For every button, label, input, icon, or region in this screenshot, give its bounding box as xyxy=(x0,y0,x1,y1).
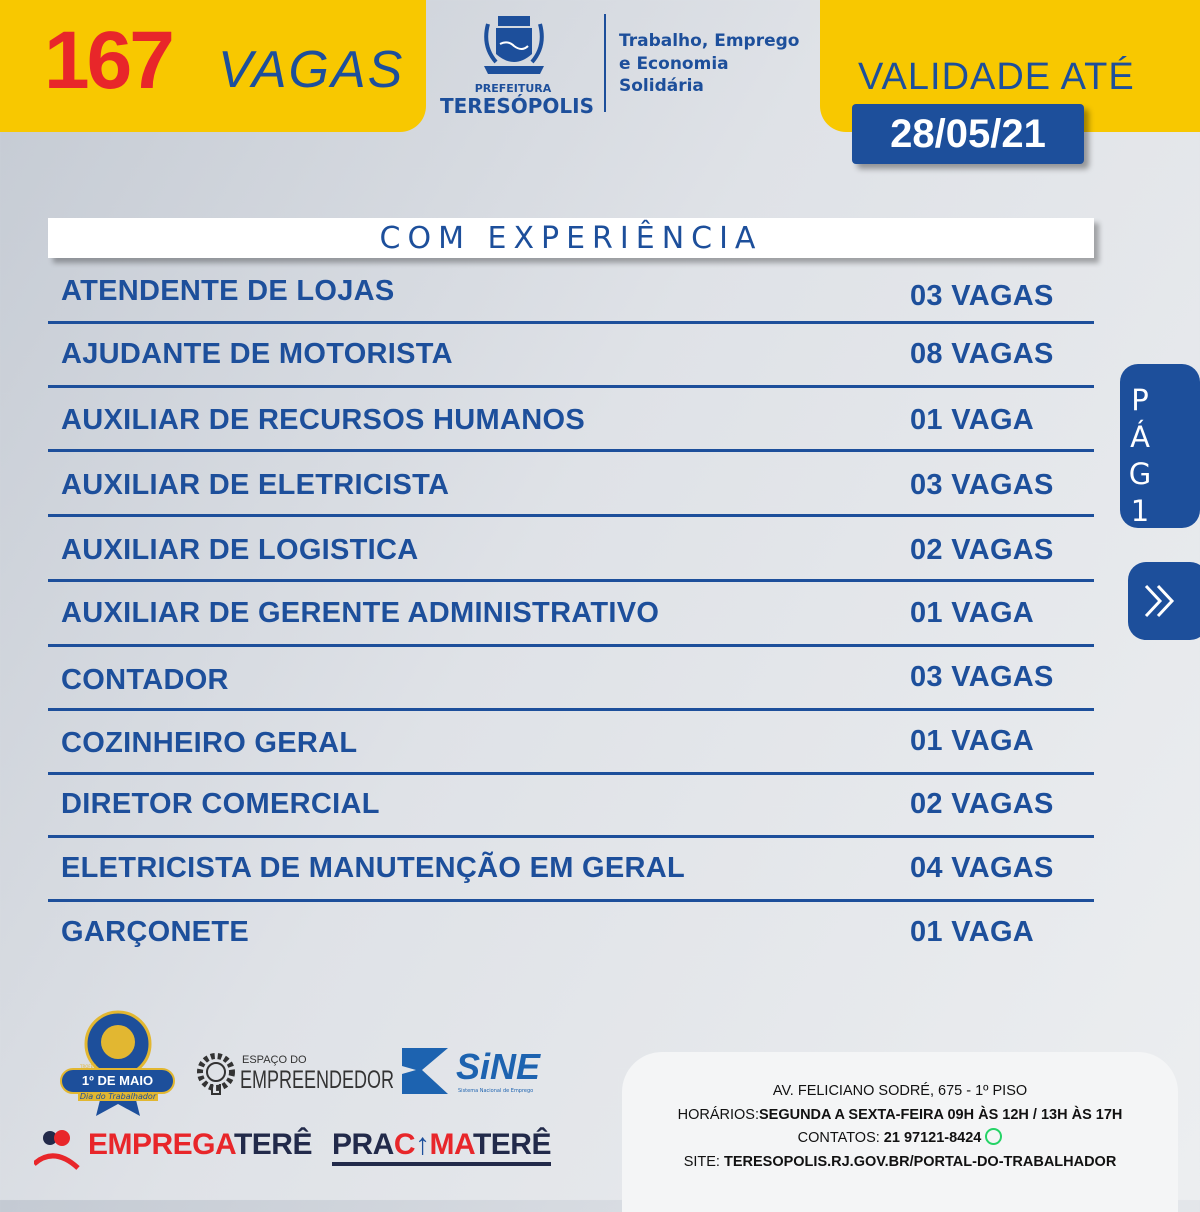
job-row: AUXILIAR DE ELETRICISTA 03 VAGAS xyxy=(48,453,1094,517)
empregatere-text: EMPREGATERÊ xyxy=(88,1128,312,1162)
next-page-button[interactable] xyxy=(1128,562,1200,640)
hours-line: HORÁRIOS:SEGUNDA A SEXTA-FEIRA 09H ÀS 12… xyxy=(622,1104,1178,1128)
job-title: AUXILIAR DE LOGISTICA xyxy=(61,534,419,566)
tere-text: TERÊ xyxy=(233,1128,313,1161)
header-divider xyxy=(604,14,606,112)
sine-s-icon xyxy=(402,1048,448,1094)
job-vacancies: 01 VAGA xyxy=(910,404,1035,436)
job-vacancies: 01 VAGA xyxy=(910,725,1035,757)
job-title: AJUDANTE DE MOTORISTA xyxy=(61,338,453,370)
job-vacancies: 02 VAGAS xyxy=(910,534,1054,566)
job-row: ATENDENTE DE LOJAS 03 VAGAS xyxy=(48,260,1094,324)
section-title: COM EXPERIÊNCIA xyxy=(48,218,1094,258)
vacancy-count-label: VAGAS xyxy=(218,41,405,99)
site-label: SITE: xyxy=(683,1153,724,1170)
page-tab-letter: P xyxy=(1131,383,1149,417)
city-crest-logo xyxy=(484,16,544,74)
emprega-text: EMPREGA xyxy=(88,1128,234,1161)
contact-info-box: AV. FELICIANO SODRÉ, 675 - 1º PISO HORÁR… xyxy=(622,1052,1178,1212)
espaco-top-text: ESPAÇO DO xyxy=(242,1054,307,1066)
contacts-label: CONTATOS: xyxy=(797,1130,884,1146)
job-row: AUXILIAR DE LOGISTICA 02 VAGAS xyxy=(48,518,1094,582)
hours-value: SEGUNDA A SEXTA-FEIRA 09H ÀS 12H / 13H À… xyxy=(758,1106,1123,1123)
trophy-badge-icon xyxy=(84,1010,152,1116)
contacts-line: CONTATOS: 21 97121-8424 xyxy=(622,1127,1178,1151)
phone-number[interactable]: 21 97121-8424 xyxy=(883,1130,982,1146)
job-title: COZINHEIRO GERAL xyxy=(61,727,358,759)
job-row: AUXILIAR DE GERENTE ADMINISTRATIVO 01 VAG… xyxy=(48,583,1094,647)
job-vacancies: 01 VAGA xyxy=(910,597,1035,629)
trophy-top-text: TROFÉU xyxy=(80,1064,97,1069)
pra-text: PRA xyxy=(332,1128,394,1161)
page-indicator-tab: P Á G 1 xyxy=(1120,364,1200,528)
prefeitura-logo-text: PREFEITURA TERESÓPOLIS xyxy=(440,82,595,118)
job-vacancies: 02 VAGAS xyxy=(910,788,1054,820)
espaco-main-text: EMPREENDEDOR xyxy=(240,1066,395,1094)
job-vacancies: 03 VAGAS xyxy=(910,280,1054,312)
job-row: COZINHEIRO GERAL 01 VAGA xyxy=(48,711,1094,775)
people-icon xyxy=(34,1130,80,1170)
secretaria-line: Trabalho, Emprego xyxy=(619,31,800,51)
secretaria-line: Solidária xyxy=(619,76,704,96)
pracimatere-logo: PRAC↑MATERÊ xyxy=(332,1128,551,1166)
job-vacancies: 01 VAGA xyxy=(910,916,1035,948)
vacancy-count-banner xyxy=(0,0,426,132)
secretaria-line: e Economia xyxy=(619,53,729,74)
job-row: GARÇONETE 01 VAGA xyxy=(48,900,1094,964)
sine-text: SiNE xyxy=(456,1046,541,1087)
site-line: SITE: TERESOPOLIS.RJ.GOV.BR/PORTAL-DO-TR… xyxy=(622,1151,1178,1175)
ma-text: MA xyxy=(429,1128,474,1161)
job-title: AUXILIAR DE RECURSOS HUMANOS xyxy=(61,404,585,436)
hours-label: HORÁRIOS: xyxy=(677,1106,759,1123)
job-title: DIRETOR COMERCIAL xyxy=(61,788,380,820)
job-vacancies: 04 VAGAS xyxy=(910,852,1054,884)
job-row: AUXILIAR DE RECURSOS HUMANOS 01 VAGA xyxy=(48,388,1094,452)
address: AV. FELICIANO SODRÉ, 675 - 1º PISO xyxy=(772,1083,1028,1099)
whatsapp-icon[interactable] xyxy=(985,1128,1003,1145)
up-arrow-icon: ↑ xyxy=(415,1128,430,1161)
job-title: ATENDENTE DE LOJAS xyxy=(61,275,395,307)
job-row: DIRETOR COMERCIAL 02 VAGAS xyxy=(48,774,1094,838)
city-name: TERESÓPOLIS xyxy=(440,94,595,118)
trophy-1-de-maio-logo: 1º DE MAIO TROFÉU Dia do Trabalhador xyxy=(60,1008,175,1120)
job-vacancies: 03 VAGAS xyxy=(910,469,1054,501)
validity-label: VALIDADE ATÉ xyxy=(858,56,1135,98)
job-title: AUXILIAR DE GERENTE ADMINISTRATIVO xyxy=(61,597,660,629)
job-title: ELETRICISTA DE MANUTENÇÃO EM GERAL xyxy=(61,852,686,884)
job-row: CONTADOR 03 VAGAS xyxy=(48,647,1094,711)
page-number: 1 xyxy=(1130,494,1150,528)
job-title: CONTADOR xyxy=(61,664,229,696)
gear-bulb-icon xyxy=(197,1053,235,1095)
trophy-main-text: 1º DE MAIO xyxy=(60,1068,175,1094)
job-vacancies: 03 VAGAS xyxy=(910,661,1054,693)
c-text: C xyxy=(393,1128,416,1161)
job-vacancies: 08 VAGAS xyxy=(910,338,1054,370)
validity-date: 28/05/21 xyxy=(852,104,1084,164)
job-title: GARÇONETE xyxy=(61,916,249,948)
sine-sub-text: Sistema Nacional de Emprego xyxy=(458,1088,534,1094)
site-link[interactable]: TERESOPOLIS.RJ.GOV.BR/PORTAL-DO-TRABALHA… xyxy=(723,1153,1117,1170)
job-row: AJUDANTE DE MOTORISTA 08 VAGAS xyxy=(48,324,1094,388)
prefeitura-label: PREFEITURA xyxy=(474,82,552,95)
job-title: AUXILIAR DE ELETRICISTA xyxy=(61,469,450,501)
tere-text: TERÊ xyxy=(472,1128,552,1161)
page-tab-letter: Á xyxy=(1130,420,1150,454)
job-row: ELETRICISTA DE MANUTENÇÃO EM GERAL 04 VAG… xyxy=(48,838,1094,902)
trophy-sub-text: Dia do Trabalhador xyxy=(78,1092,158,1101)
vacancy-count: 167 xyxy=(44,15,175,106)
page-tab-letter: G xyxy=(1128,457,1152,491)
double-chevron-right-icon xyxy=(1144,584,1175,618)
secretaria-name: Trabalho, Emprego e Economia Solidária xyxy=(619,30,799,98)
